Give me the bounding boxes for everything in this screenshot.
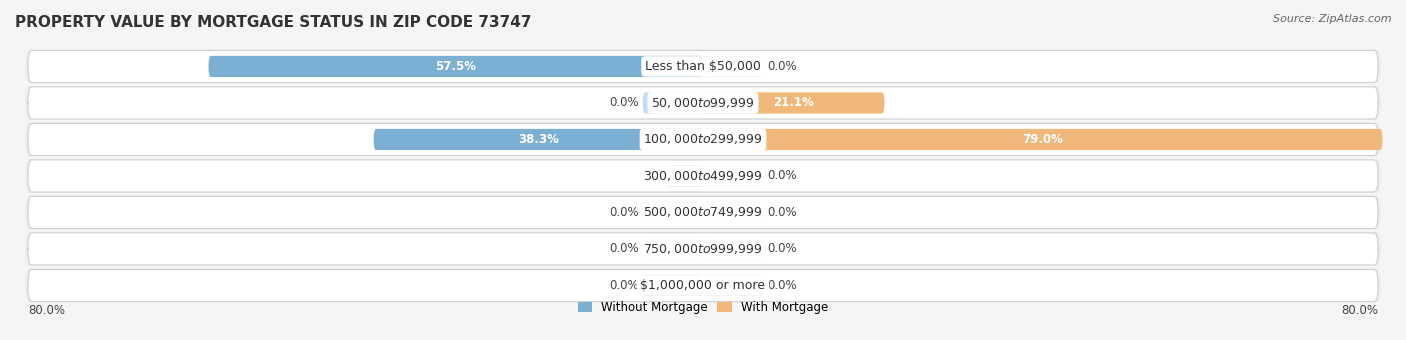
Text: 21.1%: 21.1% bbox=[773, 97, 814, 109]
Text: $50,000 to $99,999: $50,000 to $99,999 bbox=[651, 96, 755, 110]
Text: 4.3%: 4.3% bbox=[668, 169, 700, 183]
FancyBboxPatch shape bbox=[25, 195, 1381, 229]
Text: Less than $50,000: Less than $50,000 bbox=[645, 60, 761, 73]
FancyBboxPatch shape bbox=[703, 56, 763, 77]
Text: $300,000 to $499,999: $300,000 to $499,999 bbox=[644, 169, 762, 183]
FancyBboxPatch shape bbox=[643, 92, 703, 114]
Text: Source: ZipAtlas.com: Source: ZipAtlas.com bbox=[1274, 14, 1392, 23]
FancyBboxPatch shape bbox=[25, 86, 1381, 120]
FancyBboxPatch shape bbox=[643, 202, 703, 223]
Text: $1,000,000 or more: $1,000,000 or more bbox=[641, 279, 765, 292]
Text: 0.0%: 0.0% bbox=[768, 206, 797, 219]
Text: 0.0%: 0.0% bbox=[609, 97, 638, 109]
FancyBboxPatch shape bbox=[703, 129, 1382, 150]
FancyBboxPatch shape bbox=[28, 233, 1378, 265]
Text: 0.0%: 0.0% bbox=[768, 60, 797, 73]
FancyBboxPatch shape bbox=[28, 269, 1378, 302]
FancyBboxPatch shape bbox=[374, 129, 703, 150]
Text: 0.0%: 0.0% bbox=[768, 242, 797, 255]
Text: 80.0%: 80.0% bbox=[28, 304, 65, 317]
FancyBboxPatch shape bbox=[25, 50, 1381, 83]
Text: 80.0%: 80.0% bbox=[1341, 304, 1378, 317]
FancyBboxPatch shape bbox=[25, 159, 1381, 193]
FancyBboxPatch shape bbox=[25, 123, 1381, 156]
FancyBboxPatch shape bbox=[208, 56, 703, 77]
FancyBboxPatch shape bbox=[25, 232, 1381, 266]
Text: 38.3%: 38.3% bbox=[517, 133, 558, 146]
FancyBboxPatch shape bbox=[28, 50, 1378, 83]
Text: 0.0%: 0.0% bbox=[609, 206, 638, 219]
FancyBboxPatch shape bbox=[703, 165, 763, 187]
Text: 0.0%: 0.0% bbox=[609, 279, 638, 292]
Text: $100,000 to $299,999: $100,000 to $299,999 bbox=[644, 133, 762, 147]
FancyBboxPatch shape bbox=[25, 269, 1381, 302]
FancyBboxPatch shape bbox=[28, 87, 1378, 119]
Text: PROPERTY VALUE BY MORTGAGE STATUS IN ZIP CODE 73747: PROPERTY VALUE BY MORTGAGE STATUS IN ZIP… bbox=[15, 15, 531, 30]
FancyBboxPatch shape bbox=[666, 165, 703, 187]
FancyBboxPatch shape bbox=[28, 123, 1378, 155]
FancyBboxPatch shape bbox=[703, 275, 763, 296]
Text: 79.0%: 79.0% bbox=[1022, 133, 1063, 146]
Text: 0.0%: 0.0% bbox=[768, 169, 797, 183]
Text: $500,000 to $749,999: $500,000 to $749,999 bbox=[644, 205, 762, 219]
FancyBboxPatch shape bbox=[703, 92, 884, 114]
Text: 0.0%: 0.0% bbox=[609, 242, 638, 255]
FancyBboxPatch shape bbox=[643, 238, 703, 259]
FancyBboxPatch shape bbox=[643, 275, 703, 296]
FancyBboxPatch shape bbox=[28, 197, 1378, 228]
FancyBboxPatch shape bbox=[703, 238, 763, 259]
FancyBboxPatch shape bbox=[28, 160, 1378, 192]
Text: 57.5%: 57.5% bbox=[436, 60, 477, 73]
Text: $750,000 to $999,999: $750,000 to $999,999 bbox=[644, 242, 762, 256]
Legend: Without Mortgage, With Mortgage: Without Mortgage, With Mortgage bbox=[574, 296, 832, 319]
Text: 0.0%: 0.0% bbox=[768, 279, 797, 292]
FancyBboxPatch shape bbox=[703, 202, 763, 223]
